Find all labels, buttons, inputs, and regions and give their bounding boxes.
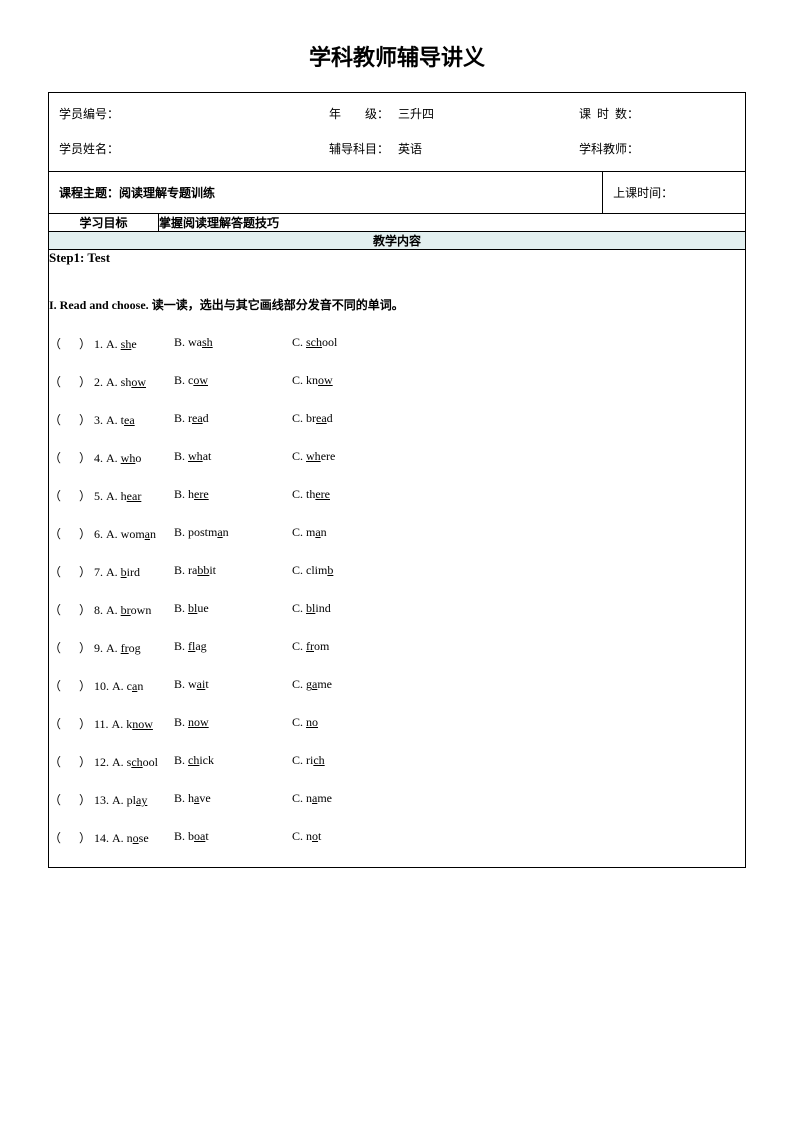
step-title: Step1: Test [49,250,745,266]
option-c: C. school [292,335,410,352]
question-number: （ ） 13. A. play [49,791,174,808]
topic-value: 阅读理解专题训练 [119,186,215,200]
grade-label-part2: 级： [365,107,389,121]
option-b: B. boat [174,829,292,846]
option-c: C. no [292,715,410,732]
question-number: （ ） 9. A. frog [49,639,174,656]
hours-label-part3: 数： [615,107,639,121]
goal-value: 掌握阅读理解答题技巧 [159,214,746,232]
lesson-table: 学员编号： 年 级： 三升四 课 时 数： 学员姓名： 辅导科目： 英语 学科教师… [48,92,746,868]
question-row: （ ） 7. A. birdB. rabbitC. climb [49,563,745,580]
option-b: B. here [174,487,292,504]
student-name-label: 学员姓名： [59,140,329,157]
hours-label-part1: 课 [579,107,591,121]
question-number: （ ） 4. A. who [49,449,174,466]
option-c: C. know [292,373,410,390]
option-b: B. flag [174,639,292,656]
option-b: B. chick [174,753,292,770]
question-number: （ ） 7. A. bird [49,563,174,580]
question-number: （ ） 8. A. brown [49,601,174,618]
option-c: C. game [292,677,410,694]
option-c: C. rich [292,753,410,770]
option-c: C. bread [292,411,410,428]
instr-bold: I. Read and choose. [49,298,152,312]
question-row: （ ） 8. A. brownB. blueC. blind [49,601,745,618]
option-c: C. name [292,791,410,808]
teach-header-row: 教学内容 [49,232,746,250]
question-row: （ ） 10. A. canB. waitC. game [49,677,745,694]
question-number: （ ） 5. A. hear [49,487,174,504]
section-instruction: I. Read and choose. 读一读，选出与其它画线部分发音不同的单词… [49,296,745,313]
hours-label-part2: 时 [597,107,609,121]
grade-label-part1: 年 [329,107,341,121]
question-row: （ ） 9. A. frogB. flagC. from [49,639,745,656]
option-b: B. have [174,791,292,808]
option-b: B. cow [174,373,292,390]
option-c: C. blind [292,601,410,618]
question-row: （ ） 5. A. hearB. hereC. there [49,487,745,504]
option-c: C. climb [292,563,410,580]
subject-label: 辅导科目： [329,142,389,156]
info-row: 学员编号： 年 级： 三升四 课 时 数： 学员姓名： 辅导科目： 英语 学科教师… [49,93,746,172]
goal-label: 学习目标 [49,214,159,232]
option-c: C. man [292,525,410,542]
goal-row: 学习目标 掌握阅读理解答题技巧 [49,214,746,232]
question-number: （ ） 11. A. know [49,715,174,732]
student-id-label: 学员编号： [59,105,329,122]
questions-list: （ ） 1. A. sheB. washC. school （ ） 2. A. s… [49,335,745,846]
option-c: C. there [292,487,410,504]
teacher-label: 学科教师： [579,140,735,157]
option-b: B. now [174,715,292,732]
question-number: （ ） 10. A. can [49,677,174,694]
question-number: （ ） 14. A. nose [49,829,174,846]
option-b: B. rabbit [174,563,292,580]
option-b: B. wait [174,677,292,694]
option-b: B. postman [174,525,292,542]
option-c: C. where [292,449,410,466]
grade-value: 三升四 [398,107,434,121]
question-row: （ ） 11. A. knowB. nowC. no [49,715,745,732]
time-label: 上课时间： [613,186,673,200]
topic-row: 课程主题：阅读理解专题训练 上课时间： [49,172,746,214]
question-row: （ ） 1. A. sheB. washC. school [49,335,745,352]
question-row: （ ） 4. A. whoB. whatC. where [49,449,745,466]
question-row: （ ） 6. A. womanB. postmanC. man [49,525,745,542]
option-b: B. what [174,449,292,466]
question-number: （ ） 2. A. show [49,373,174,390]
option-b: B. read [174,411,292,428]
grade-cell: 年 级： 三升四 [329,105,579,122]
instr-rest: 读一读，选出与其它画线部分发音不同的单词。 [152,298,404,312]
option-b: B. wash [174,335,292,352]
question-number: （ ） 3. A. tea [49,411,174,428]
question-number: （ ） 1. A. she [49,335,174,352]
option-c: C. not [292,829,410,846]
question-row: （ ） 2. A. showB. cowC. know [49,373,745,390]
page-title: 学科教师辅导讲义 [48,40,746,72]
question-row: （ ） 14. A. noseB. boatC. not [49,829,745,846]
question-row: （ ） 12. A. schoolB. chickC. rich [49,753,745,770]
question-row: （ ） 13. A. playB. haveC. name [49,791,745,808]
hours-cell: 课 时 数： [579,105,735,122]
topic-label: 课程主题： [59,186,119,200]
question-number: （ ） 6. A. woman [49,525,174,542]
subject-cell: 辅导科目： 英语 [329,140,579,157]
teach-header: 教学内容 [49,232,746,250]
question-number: （ ） 12. A. school [49,753,174,770]
option-c: C. from [292,639,410,656]
question-row: （ ） 3. A. teaB. readC. bread [49,411,745,428]
subject-value: 英语 [398,142,422,156]
content-row: Step1: Test I. Read and choose. 读一读，选出与其… [49,250,746,868]
option-b: B. blue [174,601,292,618]
